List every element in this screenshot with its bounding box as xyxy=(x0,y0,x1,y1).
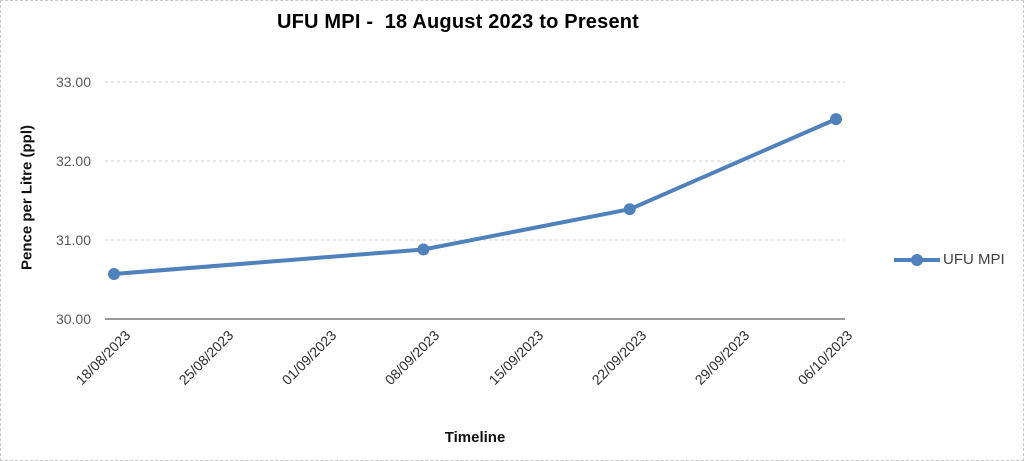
legend-label: UFU MPI xyxy=(943,251,1005,268)
y-tick-label: 30.00 xyxy=(55,311,91,327)
legend-line-marker-icon xyxy=(894,253,940,266)
data-point-marker xyxy=(108,267,120,280)
series-line xyxy=(112,117,838,276)
y-tick-label: 33.00 xyxy=(55,74,91,90)
chart-title: UFU MPI - 18 August 2023 to Present xyxy=(276,11,640,33)
x-axis-title: Timeline xyxy=(444,429,506,446)
legend: UFU MPI xyxy=(894,251,1005,268)
data-point-marker xyxy=(623,203,636,216)
y-tick-label: 32.00 xyxy=(55,153,91,169)
data-point-marker xyxy=(830,113,842,126)
y-tick-label: 31.00 xyxy=(55,232,91,248)
data-point-marker xyxy=(417,243,430,256)
